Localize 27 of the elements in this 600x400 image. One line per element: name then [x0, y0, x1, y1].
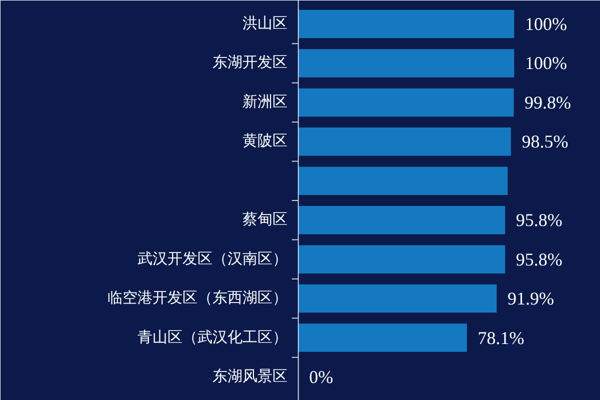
data-label: 78.1%	[478, 328, 524, 348]
bar	[298, 245, 506, 274]
y-tick-label: 洪山区	[242, 15, 288, 32]
data-label: 95.8%	[516, 210, 562, 230]
bar	[298, 49, 514, 78]
data-label: 100%	[524, 53, 567, 74]
bar	[298, 206, 506, 234]
bar	[298, 324, 467, 352]
bar	[298, 88, 514, 117]
bar	[298, 166, 508, 196]
y-tick-label: 东湖风景区	[212, 368, 288, 385]
data-label: 98.5%	[522, 132, 568, 152]
data-label: 91.9%	[507, 288, 554, 309]
bar	[298, 128, 511, 156]
y-tick-label: 青山区（武汉化工区）	[138, 328, 288, 346]
bar	[298, 10, 514, 38]
data-label: 100%	[524, 14, 567, 34]
bar	[298, 284, 497, 313]
y-tick-label: 临空港开发区（东西湖区）	[108, 290, 288, 307]
data-label: 0%	[309, 366, 334, 387]
y-tick-label: 新洲区	[242, 93, 288, 110]
y-tick-label: 武汉开发区（汉南区）	[138, 250, 288, 268]
y-tick-label: 蔡甸区	[242, 211, 288, 228]
data-label: 99.8%	[524, 92, 572, 112]
y-tick-label: 黄陂区	[242, 132, 288, 150]
data-label: 95.8%	[516, 249, 562, 270]
y-tick-label: 东湖开发区	[212, 54, 288, 72]
